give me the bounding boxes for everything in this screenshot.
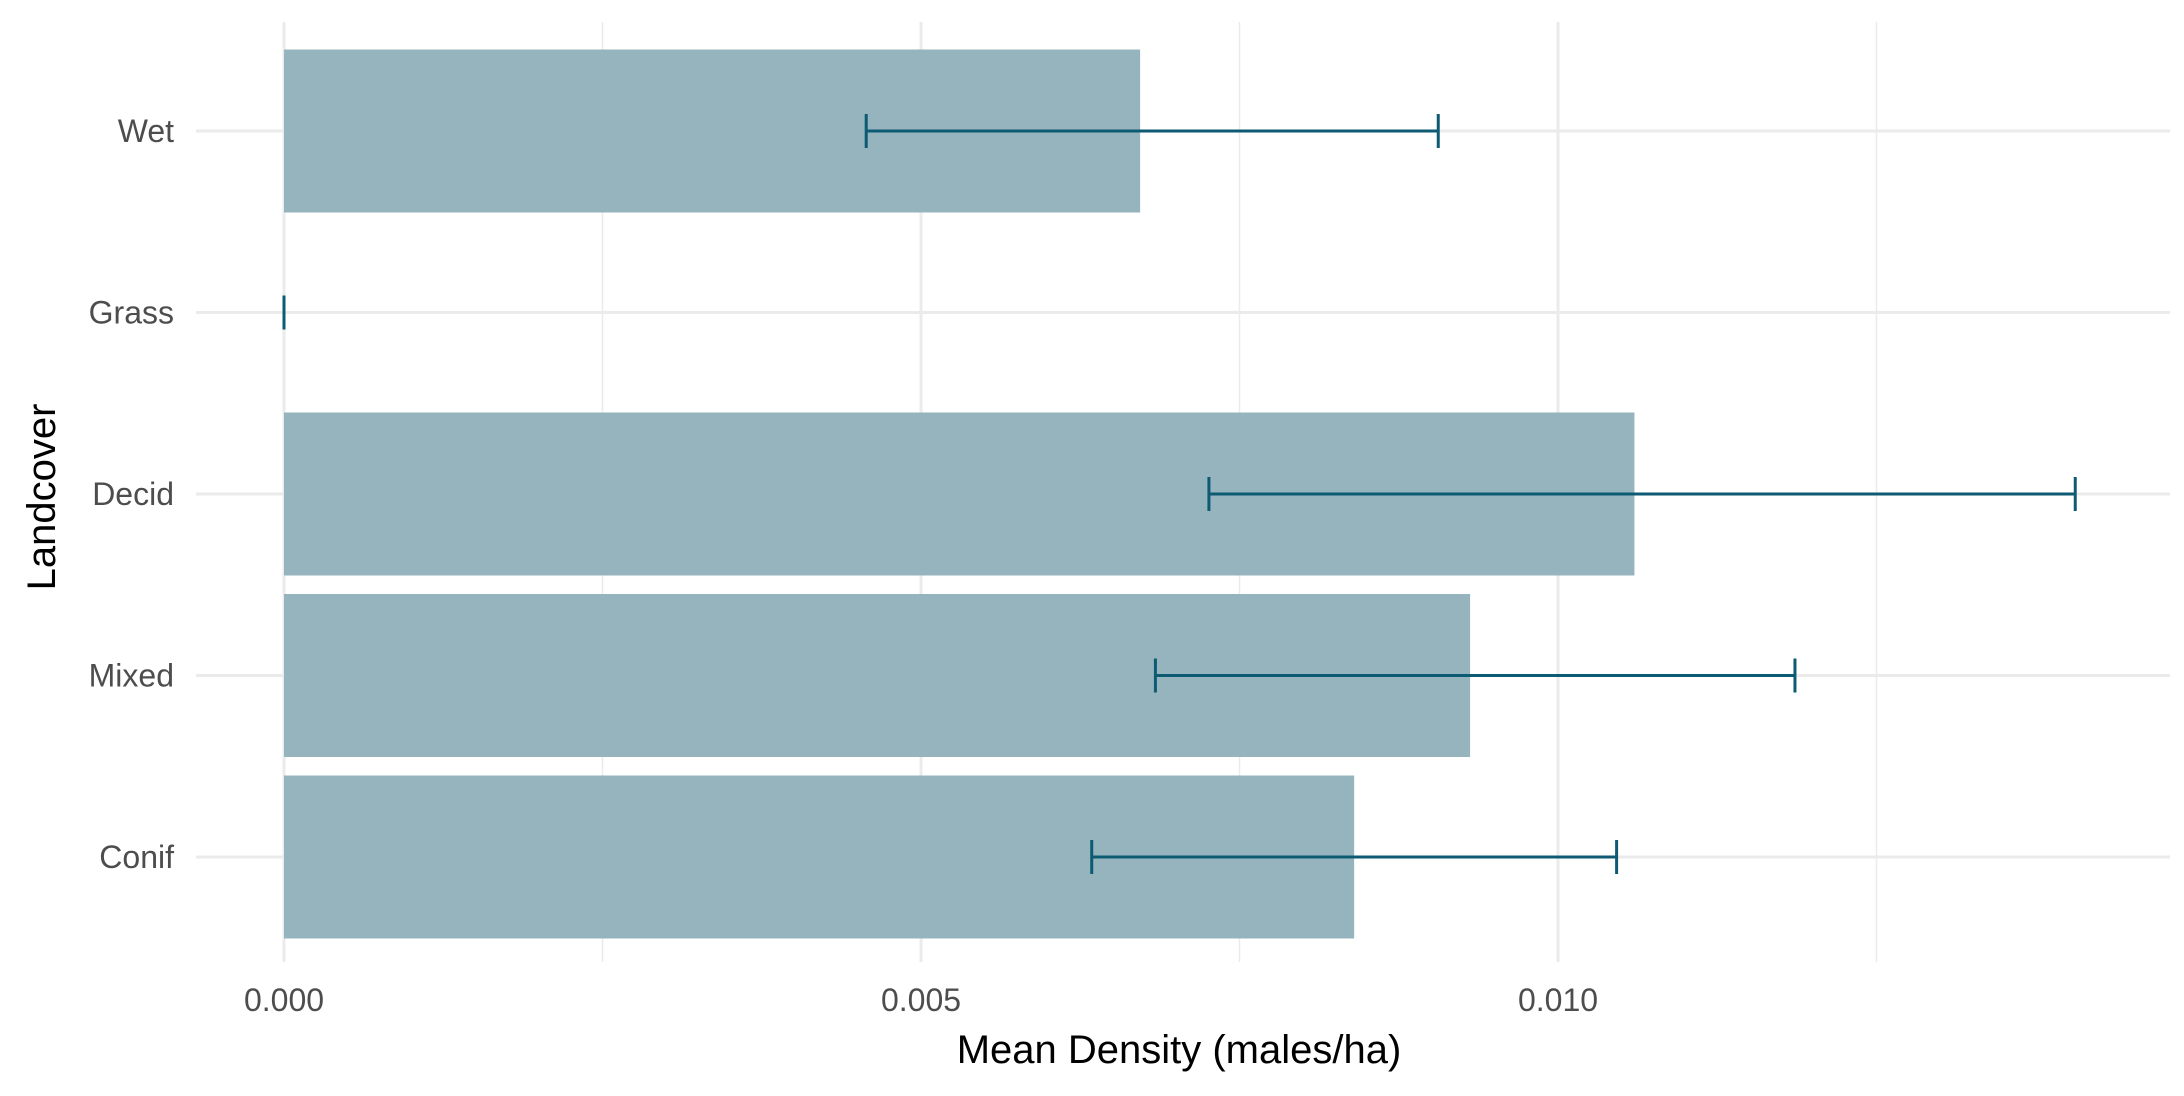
errorbar-conif	[1090, 840, 1619, 874]
y-axis-tick-labels: Wet Grass Decid Mixed Conif	[89, 113, 174, 875]
error-bars	[282, 114, 2077, 874]
y-axis-title: Landcover	[20, 404, 64, 591]
y-tick-label-grass: Grass	[89, 295, 174, 331]
errorbar-wet	[864, 114, 1440, 148]
y-tick-label-mixed: Mixed	[89, 658, 174, 694]
y-tick-label-conif: Conif	[99, 839, 174, 875]
errorbar-mixed	[1153, 658, 1797, 693]
errorbar-decid	[1207, 477, 2077, 511]
x-axis-tick-labels: 0.000 0.005 0.010	[244, 982, 1598, 1018]
y-tick-label-decid: Decid	[92, 476, 174, 512]
x-tick-label: 0.005	[881, 982, 961, 1018]
x-tick-label: 0.010	[1518, 982, 1598, 1018]
y-tick-label-wet: Wet	[118, 113, 174, 149]
x-axis-title: Mean Density (males/ha)	[957, 1028, 1402, 1072]
x-tick-label: 0.000	[244, 982, 324, 1018]
